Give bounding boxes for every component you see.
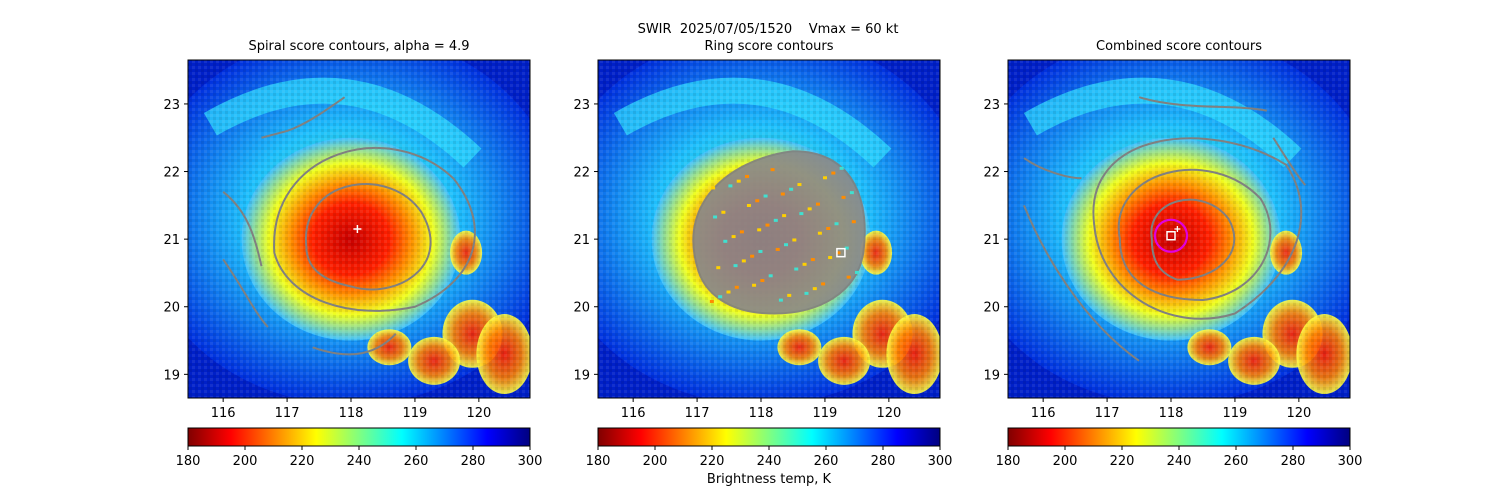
colorbar-gradient xyxy=(1007,427,1351,447)
y-tick-label: 22 xyxy=(163,166,180,181)
panel-title-ring: Ring score contours xyxy=(704,39,834,54)
colorbar-tick-label: 220 xyxy=(700,454,725,469)
y-tick-label: 20 xyxy=(573,301,590,316)
center-plus-marker xyxy=(353,225,362,233)
x-tick-label: 116 xyxy=(211,406,236,421)
x-tick-label: 120 xyxy=(466,406,491,421)
y-tick-label: 20 xyxy=(163,301,180,316)
x-tick-label: 120 xyxy=(1286,406,1311,421)
y-tick-label: 19 xyxy=(163,368,180,383)
colorbar-label: Brightness temp, K xyxy=(706,472,832,487)
x-tick-label: 117 xyxy=(1095,406,1120,421)
contour-lines xyxy=(1023,96,1306,362)
y-tick-label: 19 xyxy=(573,368,590,383)
colorbar-tick-label: 220 xyxy=(290,454,315,469)
panel-title-combined: Combined score contours xyxy=(1096,39,1262,54)
colorbar: 180 200 220 240 260 280 300 xyxy=(586,427,953,469)
colorbar: 180 200 220 240 260 280 300 xyxy=(996,427,1363,469)
colorbar-tick-label: 280 xyxy=(461,454,486,469)
colorbar-tick-label: 180 xyxy=(586,454,611,469)
axes-frame xyxy=(187,59,531,399)
y-tick-label: 21 xyxy=(983,233,1000,248)
colorbar: 180 200 220 240 260 280 300 xyxy=(176,427,543,469)
panel-1: 116 117 118 119 120 19 20 21 22 23 180 200 220 240 260… xyxy=(573,59,953,469)
x-tick-label: 119 xyxy=(813,406,838,421)
colorbar-tick-label: 240 xyxy=(347,454,372,469)
y-tick-label: 23 xyxy=(163,98,180,113)
colorbar-tick-label: 300 xyxy=(928,454,953,469)
x-tick-label: 119 xyxy=(1223,406,1248,421)
y-tick-label: 21 xyxy=(573,233,590,248)
colorbar-tick-label: 280 xyxy=(871,454,896,469)
y-tick-label: 22 xyxy=(983,166,1000,181)
x-tick-label: 118 xyxy=(749,406,774,421)
x-tick-label: 116 xyxy=(621,406,646,421)
axes-frame xyxy=(597,59,941,399)
colorbar-tick-label: 180 xyxy=(996,454,1021,469)
colorbar-tick-label: 260 xyxy=(1224,454,1249,469)
colorbar-tick-label: 200 xyxy=(643,454,668,469)
x-tick-label: 116 xyxy=(1031,406,1056,421)
y-tick-label: 22 xyxy=(573,166,590,181)
colorbar-tick-label: 240 xyxy=(1167,454,1192,469)
colorbar-tick-label: 220 xyxy=(1110,454,1135,469)
satellite-image xyxy=(598,60,940,398)
colorbar-tick-label: 300 xyxy=(1338,454,1363,469)
x-tick-label: 118 xyxy=(339,406,364,421)
x-tick-label: 117 xyxy=(275,406,300,421)
panel-title-spiral: Spiral score contours, alpha = 4.9 xyxy=(248,39,470,54)
contour-lines xyxy=(222,96,476,356)
colorbar-tick-label: 300 xyxy=(518,454,543,469)
contour-lines xyxy=(692,150,866,315)
center-plus-marker xyxy=(1174,226,1181,232)
satellite-image xyxy=(188,60,530,398)
panel-2: 116 117 118 119 120 19 20 21 22 23 180 200 220 240 260… xyxy=(983,59,1363,469)
y-tick-label: 19 xyxy=(983,368,1000,383)
colorbar-tick-label: 260 xyxy=(814,454,839,469)
center-circle-marker xyxy=(1153,218,1189,253)
colorbar-tick-label: 240 xyxy=(757,454,782,469)
x-tick-label: 118 xyxy=(1159,406,1184,421)
y-tick-label: 23 xyxy=(573,98,590,113)
colorbar-tick-label: 280 xyxy=(1281,454,1306,469)
figure-suptitle: SWIR 2025/07/05/1520 Vmax = 60 kt xyxy=(0,22,1500,37)
center-square-marker xyxy=(836,247,846,258)
x-tick-label: 120 xyxy=(876,406,901,421)
colorbar-tick-label: 200 xyxy=(1053,454,1078,469)
suptitle-line1: SWIR 2025/07/05/1520 Vmax = 60 kt xyxy=(637,22,899,37)
colorbar-gradient xyxy=(187,427,531,447)
axes-frame xyxy=(1007,59,1351,399)
y-tick-label: 21 xyxy=(163,233,180,248)
y-tick-label: 23 xyxy=(983,98,1000,113)
center-square-marker xyxy=(1166,231,1176,241)
panel-0: 116 117 118 119 120 19 20 21 22 23 180 200 220 240 260… xyxy=(163,59,543,469)
y-tick-label: 20 xyxy=(983,301,1000,316)
x-tick-label: 119 xyxy=(403,406,428,421)
colorbar-tick-label: 180 xyxy=(176,454,201,469)
colorbar-tick-label: 200 xyxy=(233,454,258,469)
colorbar-tick-label: 260 xyxy=(404,454,429,469)
colorbar-gradient xyxy=(597,427,941,447)
x-tick-label: 117 xyxy=(685,406,710,421)
